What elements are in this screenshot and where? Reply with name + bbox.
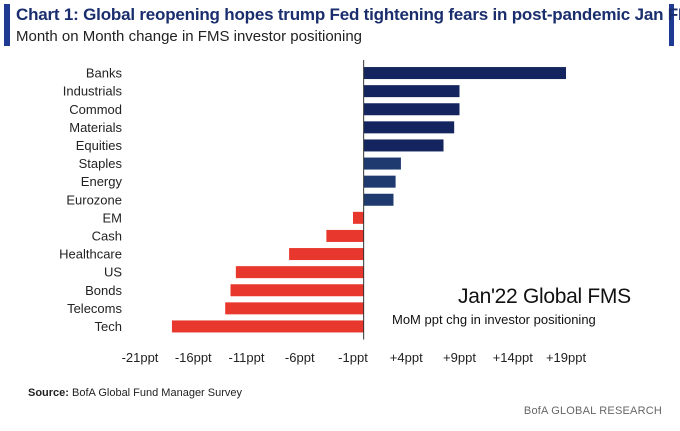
right-accent-bar [669,4,674,46]
title-accent-bar [4,4,10,46]
category-label: Materials [69,120,122,135]
bar-healthcare [289,248,364,261]
bar-cash [326,229,364,242]
x-tick-label: -11ppt [229,350,265,365]
x-tick-label: -6ppt [285,350,315,365]
source-text: BofA Global Fund Manager Survey [72,387,243,399]
x-tick-label: +14ppt [493,350,534,365]
bar-tech [171,320,364,333]
bar-eurozone [363,193,394,206]
bar-materials [363,121,455,134]
bar-equities [363,139,444,152]
bar-telecoms [225,302,364,315]
category-label: EM [103,210,123,225]
category-label: Cash [92,228,122,243]
x-tick-label: -16ppt [175,350,212,365]
bar-commod [363,103,460,116]
category-label: Bonds [85,283,122,298]
category-label: Equities [76,138,123,153]
category-label: Telecoms [67,301,122,316]
bar-staples [363,157,401,170]
bar-industrials [363,85,460,98]
bar-us [235,266,364,279]
category-label: US [104,265,122,280]
category-label: Energy [81,174,123,189]
x-tick-label: -1ppt [338,350,368,365]
category-label: Healthcare [59,247,122,262]
x-tick-label: +9ppt [443,350,476,365]
bar-em [353,211,364,224]
x-tick-label: +19ppt [546,350,587,365]
x-tick-label: +4ppt [390,350,423,365]
annotation-title: Jan'22 Global FMS [458,285,631,308]
source-note: Source: BofA Global Fund Manager Survey [28,387,242,399]
category-label: Commod [69,102,122,117]
bar-bonds [230,284,364,297]
bar-energy [363,175,396,188]
category-label: Eurozone [66,192,122,207]
brand-footer: BofA GLOBAL RESEARCH [523,405,662,417]
chart-title: Chart 1: Global reopening hopes trump Fe… [16,5,680,24]
category-label: Tech [95,319,122,334]
category-label: Industrials [63,84,123,99]
category-label: Staples [79,156,123,171]
chart-subtitle: Month on Month change in FMS investor po… [16,28,363,45]
category-label: Banks [86,66,123,81]
x-tick-label: -21ppt [122,350,159,365]
annotation-subtitle: MoM ppt chg in investor positioning [392,312,596,327]
bar-banks [363,67,566,80]
source-label: Source: [28,387,69,399]
